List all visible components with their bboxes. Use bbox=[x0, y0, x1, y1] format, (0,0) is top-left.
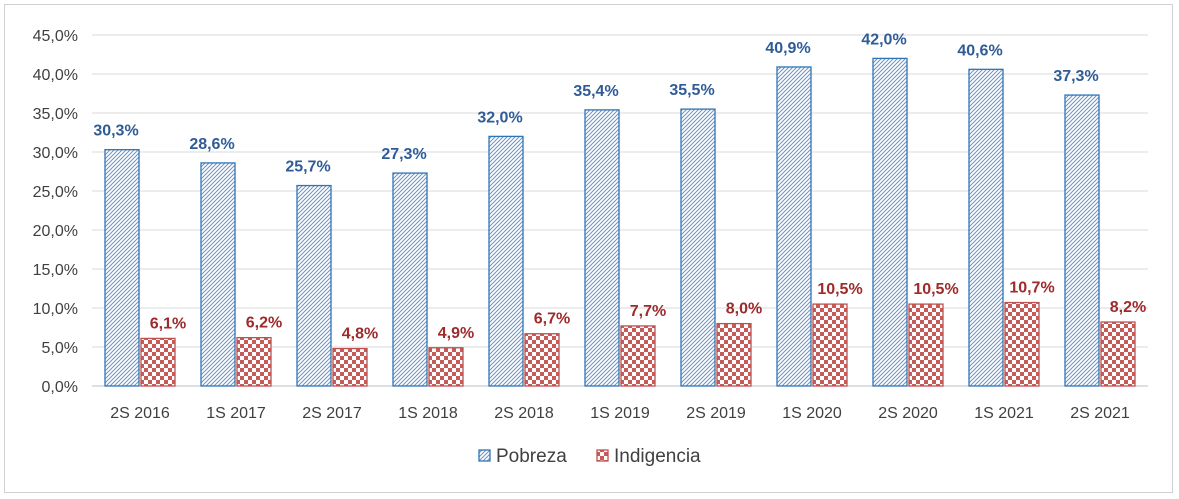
x-tick-label: 1S 2018 bbox=[398, 405, 458, 422]
x-tick-label: 2S 2019 bbox=[686, 405, 746, 422]
data-label-pobreza: 40,9% bbox=[765, 40, 810, 57]
bar-pobreza bbox=[968, 68, 1004, 387]
y-tick-label: 20,0% bbox=[33, 223, 78, 240]
data-label-pobreza: 42,0% bbox=[861, 31, 906, 48]
y-axis-ticks: 0,0% 5,0% 10,0% 15,0% 20,0% 25,0% 30,0% 35,0% 40… bbox=[33, 28, 78, 396]
legend-swatch-indigencia bbox=[596, 449, 609, 462]
bar-indigencia bbox=[332, 347, 368, 387]
data-label-pobreza: 35,5% bbox=[669, 82, 714, 99]
legend-swatch-pobreza bbox=[478, 449, 491, 462]
data-label-indigencia: 4,8% bbox=[342, 326, 378, 343]
y-tick-label: 5,0% bbox=[42, 340, 78, 357]
data-label-indigencia: 10,5% bbox=[817, 281, 862, 298]
y-tick-label: 25,0% bbox=[33, 184, 78, 201]
y-tick-label: 40,0% bbox=[33, 67, 78, 84]
bar-indigencia bbox=[524, 333, 560, 387]
legend-label-indigencia: Indigencia bbox=[614, 446, 701, 467]
y-tick-label: 45,0% bbox=[33, 28, 78, 45]
bar-indigencia bbox=[908, 303, 944, 387]
bar-pobreza bbox=[776, 66, 812, 387]
bar-indigencia bbox=[716, 322, 752, 387]
data-label-pobreza: 40,6% bbox=[957, 42, 1002, 59]
x-tick-label: 1S 2017 bbox=[206, 405, 266, 422]
data-label-pobreza: 35,4% bbox=[573, 83, 618, 100]
bar-pobreza bbox=[680, 108, 716, 387]
x-tick-label: 2S 2016 bbox=[110, 405, 170, 422]
data-label-indigencia: 10,5% bbox=[913, 281, 958, 298]
legend: Pobreza Indigencia bbox=[478, 446, 701, 467]
bar-pobreza bbox=[296, 184, 332, 387]
bar-pobreza bbox=[872, 57, 908, 387]
bar-indigencia bbox=[1004, 301, 1040, 387]
y-tick-label: 15,0% bbox=[33, 262, 78, 279]
data-label-indigencia: 10,7% bbox=[1009, 280, 1054, 297]
data-label-indigencia: 4,9% bbox=[438, 325, 474, 342]
y-tick-label: 30,0% bbox=[33, 145, 78, 162]
bar-indigencia bbox=[1100, 321, 1136, 387]
x-tick-label: 2S 2021 bbox=[1070, 405, 1130, 422]
bar-pobreza bbox=[104, 149, 140, 387]
data-label-pobreza: 25,7% bbox=[285, 159, 330, 176]
bar-pobreza bbox=[200, 162, 236, 387]
x-tick-label: 2S 2020 bbox=[878, 405, 938, 422]
y-tick-label: 0,0% bbox=[42, 379, 78, 396]
bar-pobreza bbox=[392, 172, 428, 387]
x-tick-label: 2S 2018 bbox=[494, 405, 554, 422]
legend-label-pobreza: Pobreza bbox=[496, 446, 567, 467]
bar-indigencia bbox=[140, 337, 176, 387]
bar-indigencia bbox=[236, 336, 272, 387]
x-tick-label: 1S 2019 bbox=[590, 405, 650, 422]
data-label-indigencia: 8,2% bbox=[1110, 299, 1146, 316]
data-label-indigencia: 6,1% bbox=[150, 315, 186, 332]
y-tick-label: 10,0% bbox=[33, 301, 78, 318]
bar-pobreza bbox=[488, 135, 524, 387]
x-tick-label: 1S 2021 bbox=[974, 405, 1034, 422]
data-label-indigencia: 7,7% bbox=[630, 303, 666, 320]
data-label-indigencia: 8,0% bbox=[726, 301, 762, 318]
data-labels: 30,3% 6,1% 28,6% 6,2% 25,7% 4,8% 27,3% 4,9% 32,0… bbox=[93, 31, 1146, 342]
data-label-pobreza: 30,3% bbox=[93, 123, 138, 140]
bars bbox=[104, 57, 1136, 387]
y-tick-label: 35,0% bbox=[33, 106, 78, 123]
bar-indigencia bbox=[812, 303, 848, 387]
bar-indigencia bbox=[428, 347, 464, 387]
data-label-pobreza: 32,0% bbox=[477, 109, 522, 126]
data-label-pobreza: 37,3% bbox=[1053, 68, 1098, 85]
data-label-pobreza: 27,3% bbox=[381, 146, 426, 163]
data-label-indigencia: 6,7% bbox=[534, 311, 570, 328]
x-axis-ticks: 2S 2016 1S 2017 2S 2017 1S 2018 2S 2018 1S 20… bbox=[110, 405, 1130, 422]
x-tick-label: 1S 2020 bbox=[782, 405, 842, 422]
data-label-pobreza: 28,6% bbox=[189, 136, 234, 153]
data-label-indigencia: 6,2% bbox=[246, 315, 282, 332]
x-tick-label: 2S 2017 bbox=[302, 405, 362, 422]
bar-indigencia bbox=[620, 325, 656, 387]
bar-pobreza bbox=[584, 109, 620, 387]
bar-pobreza bbox=[1064, 94, 1100, 387]
